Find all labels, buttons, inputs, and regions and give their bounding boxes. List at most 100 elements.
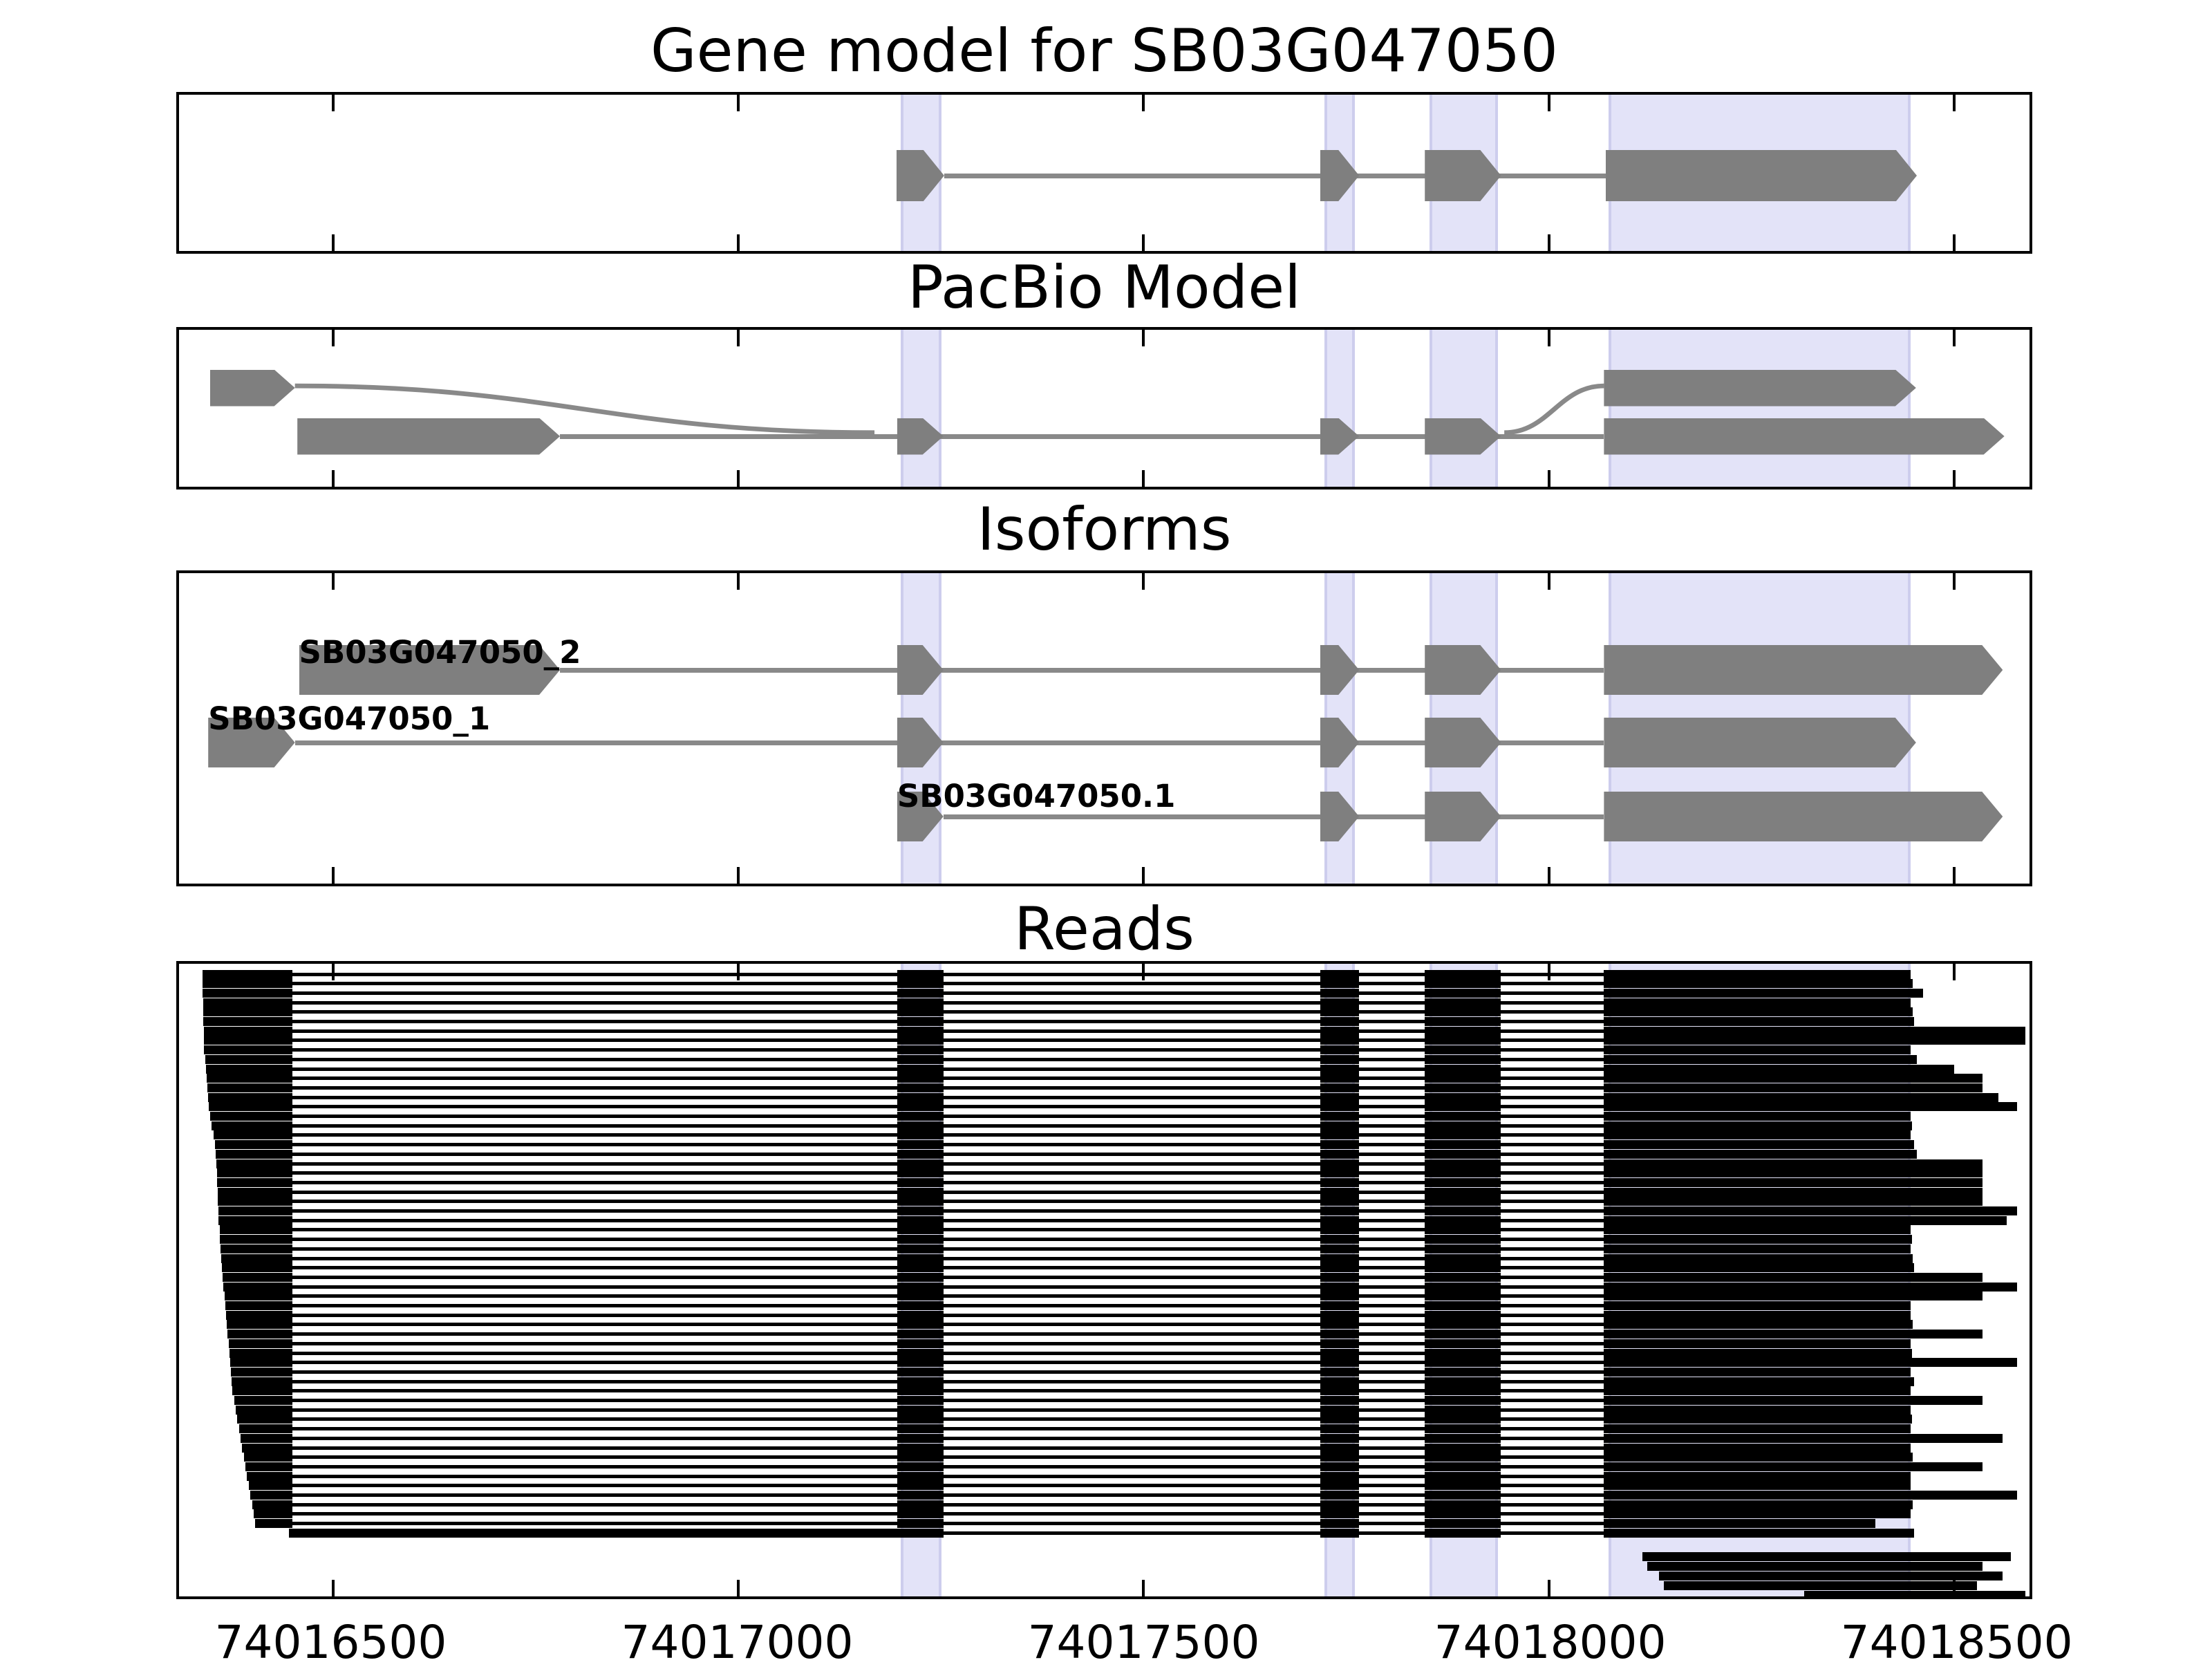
read-segment	[204, 1038, 2026, 1043]
read-segment	[1425, 1112, 1501, 1121]
read-row	[179, 1235, 2030, 1244]
read-segment	[247, 1471, 293, 1481]
read-segment	[897, 1253, 944, 1263]
read-segment	[203, 972, 1911, 976]
read-segment	[1320, 1168, 1360, 1178]
read-segment	[232, 1386, 293, 1396]
read-segment	[245, 1464, 1983, 1468]
read-segment	[897, 1215, 944, 1225]
read-segment	[1320, 1433, 1360, 1443]
read-segment	[897, 1462, 944, 1471]
read-segment	[229, 1358, 293, 1368]
read-segment	[1604, 1519, 1876, 1529]
read-segment	[1320, 1206, 1360, 1215]
read-segment	[1425, 1443, 1501, 1453]
read-segment	[232, 1389, 1911, 1393]
axis-tick-mark	[1547, 330, 1550, 346]
read-segment	[211, 1123, 1912, 1128]
read-segment	[205, 1054, 293, 1064]
read-segment	[1425, 1036, 1501, 1045]
read-segment	[237, 1417, 1912, 1421]
read-segment	[1604, 1509, 1911, 1519]
read-row	[179, 1045, 2030, 1055]
read-segment	[1425, 1064, 1501, 1074]
read-segment	[220, 1244, 293, 1253]
read-segment	[1604, 1130, 1911, 1140]
axis-tick-mark	[1952, 470, 1956, 487]
read-segment	[897, 1339, 944, 1348]
read-segment	[897, 969, 944, 979]
read-row	[179, 1263, 2030, 1273]
read-segment	[219, 1225, 293, 1235]
read-segment	[897, 1244, 944, 1253]
axis-tick-mark	[1547, 573, 1550, 590]
read-segment	[1425, 1528, 1501, 1538]
read-segment	[1659, 1571, 2003, 1581]
read-segment	[897, 1415, 944, 1424]
read-row	[179, 1310, 2030, 1320]
exon-highlight-band	[1609, 330, 1911, 487]
read-segment	[1604, 1396, 1983, 1405]
read-segment	[897, 1036, 944, 1045]
read-segment	[1320, 1036, 1360, 1045]
read-row	[179, 998, 2030, 1007]
read-segment	[897, 1301, 944, 1310]
read-segment	[897, 1130, 944, 1140]
read-segment	[1425, 1386, 1501, 1396]
axis-tick-mark	[737, 330, 740, 346]
read-segment	[897, 1405, 944, 1415]
read-segment	[1664, 1581, 1977, 1590]
read-segment	[1604, 1272, 1983, 1282]
read-segment	[897, 998, 944, 1007]
read-segment	[1320, 1092, 1360, 1102]
read-row	[179, 1396, 2030, 1406]
exon-arrow	[1604, 370, 1915, 407]
read-segment	[245, 1462, 293, 1471]
read-segment	[1320, 1481, 1360, 1491]
splice-curve	[1504, 383, 1604, 436]
axis-tick-mark	[1142, 573, 1145, 590]
read-segment	[1425, 979, 1501, 989]
read-row	[179, 1330, 2030, 1339]
read-row	[179, 1571, 2030, 1581]
read-segment	[1604, 1197, 1983, 1206]
read-row	[179, 1453, 2030, 1462]
read-segment	[897, 1471, 944, 1481]
exon-arrow	[1604, 418, 2004, 455]
read-segment	[1320, 1007, 1360, 1017]
read-segment	[231, 1367, 293, 1377]
isoforms-panel-area: SB03G047050_2 SB03G047050_1 SB03G047050.1	[179, 573, 2030, 884]
read-segment	[1425, 969, 1501, 979]
read-segment	[1320, 1197, 1360, 1206]
read-segment	[1425, 1263, 1501, 1273]
read-segment	[897, 1386, 944, 1396]
read-row	[179, 1358, 2030, 1368]
axis-tick-mark	[1547, 964, 1550, 980]
axis-tick-mark	[1142, 1580, 1145, 1596]
read-segment	[228, 1339, 293, 1348]
read-segment	[234, 1396, 293, 1405]
read-segment	[209, 1115, 1911, 1118]
read-segment	[228, 1341, 1911, 1345]
axis-tick-mark	[737, 573, 740, 590]
read-segment	[897, 1187, 944, 1197]
axis-tick-mark	[737, 470, 740, 487]
read-segment	[229, 1348, 293, 1358]
read-segment	[252, 1500, 293, 1509]
read-segment	[219, 1235, 293, 1244]
pacbio-panel	[176, 327, 2032, 489]
axis-tick-mark	[1952, 867, 1956, 884]
read-row	[179, 1102, 2030, 1112]
read-segment	[897, 1197, 944, 1206]
read-segment	[1425, 1320, 1501, 1330]
read-row	[179, 1187, 2030, 1197]
read-segment	[218, 1218, 2007, 1222]
read-segment	[1320, 1367, 1360, 1377]
axis-tick-mark	[1142, 234, 1145, 251]
axis-tick-mark	[1547, 867, 1550, 884]
read-segment	[232, 1377, 293, 1386]
read-row	[179, 1026, 2030, 1036]
read-segment	[1604, 1083, 1983, 1092]
axis-tick-mark	[331, 234, 335, 251]
read-segment	[205, 1057, 1917, 1061]
